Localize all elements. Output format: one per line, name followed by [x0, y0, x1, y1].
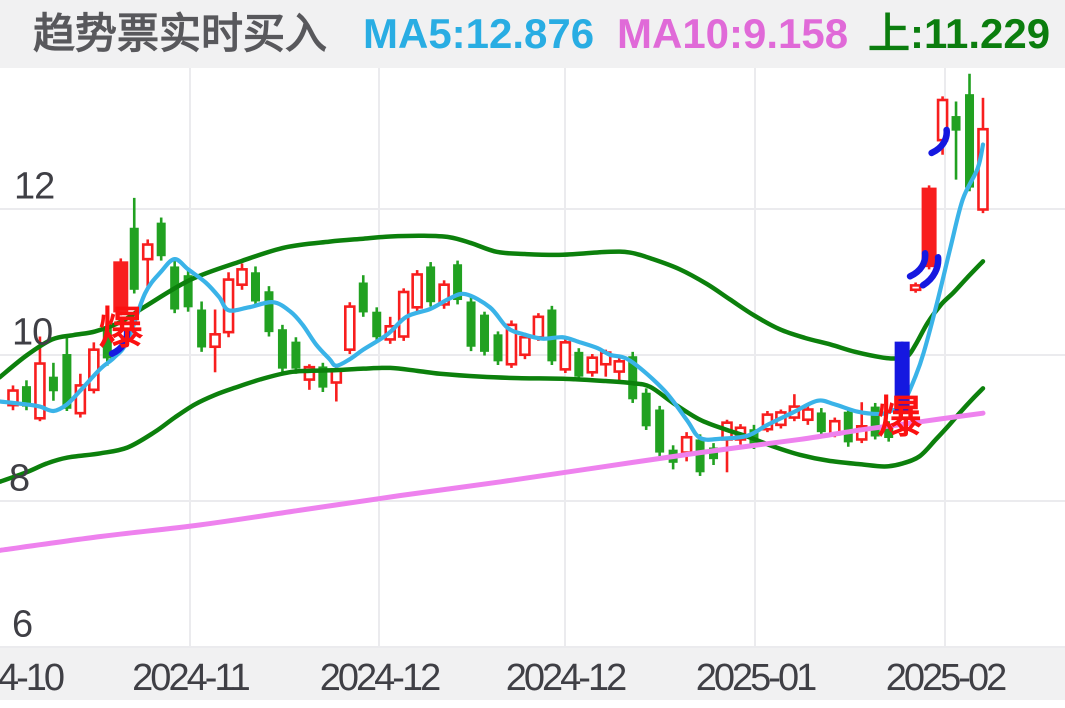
candle — [291, 341, 301, 369]
candle — [586, 356, 599, 374]
lower-band-line — [0, 365, 986, 484]
candle — [641, 392, 651, 427]
candle — [438, 283, 450, 306]
candle — [411, 273, 423, 309]
candle — [358, 282, 368, 313]
candle — [466, 301, 476, 347]
page-title: 趋势票实时买入 — [33, 10, 328, 57]
candle — [802, 408, 814, 422]
signal-swoosh-icon — [108, 327, 131, 357]
signal-swoosh-icon — [919, 254, 942, 289]
candle — [74, 384, 87, 415]
explosion-marker: 爆 — [99, 304, 144, 353]
chart-header — [0, 0, 1065, 68]
candle — [843, 411, 853, 443]
x-axis-strip — [0, 648, 1065, 700]
ma10-line — [0, 410, 986, 553]
candle — [236, 268, 248, 286]
candle — [156, 222, 166, 257]
x-axis-label: 2025-01 — [696, 657, 816, 699]
candle — [909, 284, 922, 292]
candle — [884, 424, 894, 438]
candle — [870, 406, 880, 437]
y-axis-label: 6 — [12, 604, 32, 646]
ma10-legend-value: MA10:9.158 — [617, 10, 849, 57]
candle — [197, 309, 207, 348]
candle — [574, 351, 584, 377]
ma5-legend-value: MA5:12.876 — [363, 10, 595, 57]
candle — [277, 329, 287, 369]
signal-swoosh-icon — [906, 250, 929, 280]
candle — [613, 360, 626, 373]
candle — [505, 323, 518, 366]
candle — [141, 243, 154, 261]
x-axis-label: 2024-12 — [320, 657, 440, 699]
candle — [547, 309, 557, 362]
candle — [816, 412, 826, 433]
candle — [480, 314, 490, 352]
candle — [102, 327, 112, 359]
candle — [48, 376, 58, 392]
candle — [113, 261, 129, 313]
upper-band-legend-value: 上:11.229 — [868, 10, 1051, 57]
signal-swoosh-icon — [928, 126, 950, 157]
x-axis-label: 2024-11 — [132, 657, 250, 699]
explosion-marker: 爆 — [877, 393, 922, 442]
candle — [372, 311, 382, 338]
x-axis-label: 2025-02 — [886, 657, 1006, 699]
candle — [965, 94, 975, 188]
candle — [655, 409, 665, 453]
candle — [628, 356, 638, 400]
y-axis-label: 8 — [9, 458, 29, 500]
y-axis-label: 12 — [14, 166, 54, 208]
candle — [303, 365, 316, 381]
candle — [183, 275, 193, 308]
candle — [493, 334, 503, 362]
candle — [453, 264, 463, 301]
candle — [21, 386, 31, 407]
x-axis-label: 4-10 — [0, 657, 64, 699]
candle — [894, 341, 910, 413]
y-axis-label: 10 — [12, 312, 52, 354]
candle — [951, 116, 961, 131]
candle — [709, 447, 719, 460]
candle — [977, 127, 989, 211]
candle — [264, 291, 274, 333]
candle — [129, 227, 139, 290]
candle — [921, 187, 937, 268]
candle — [7, 389, 19, 407]
candle — [318, 366, 328, 388]
candle — [34, 362, 46, 420]
candle — [343, 305, 356, 351]
x-axis-label: 2024-12 — [506, 657, 626, 699]
candle — [559, 341, 572, 371]
candle — [209, 333, 221, 349]
candle — [62, 354, 72, 409]
candle — [250, 272, 260, 302]
candle — [695, 439, 705, 473]
candle — [680, 435, 693, 454]
candle — [532, 315, 545, 339]
candle — [519, 335, 531, 357]
ma5-line — [0, 142, 986, 442]
candle — [426, 266, 436, 303]
